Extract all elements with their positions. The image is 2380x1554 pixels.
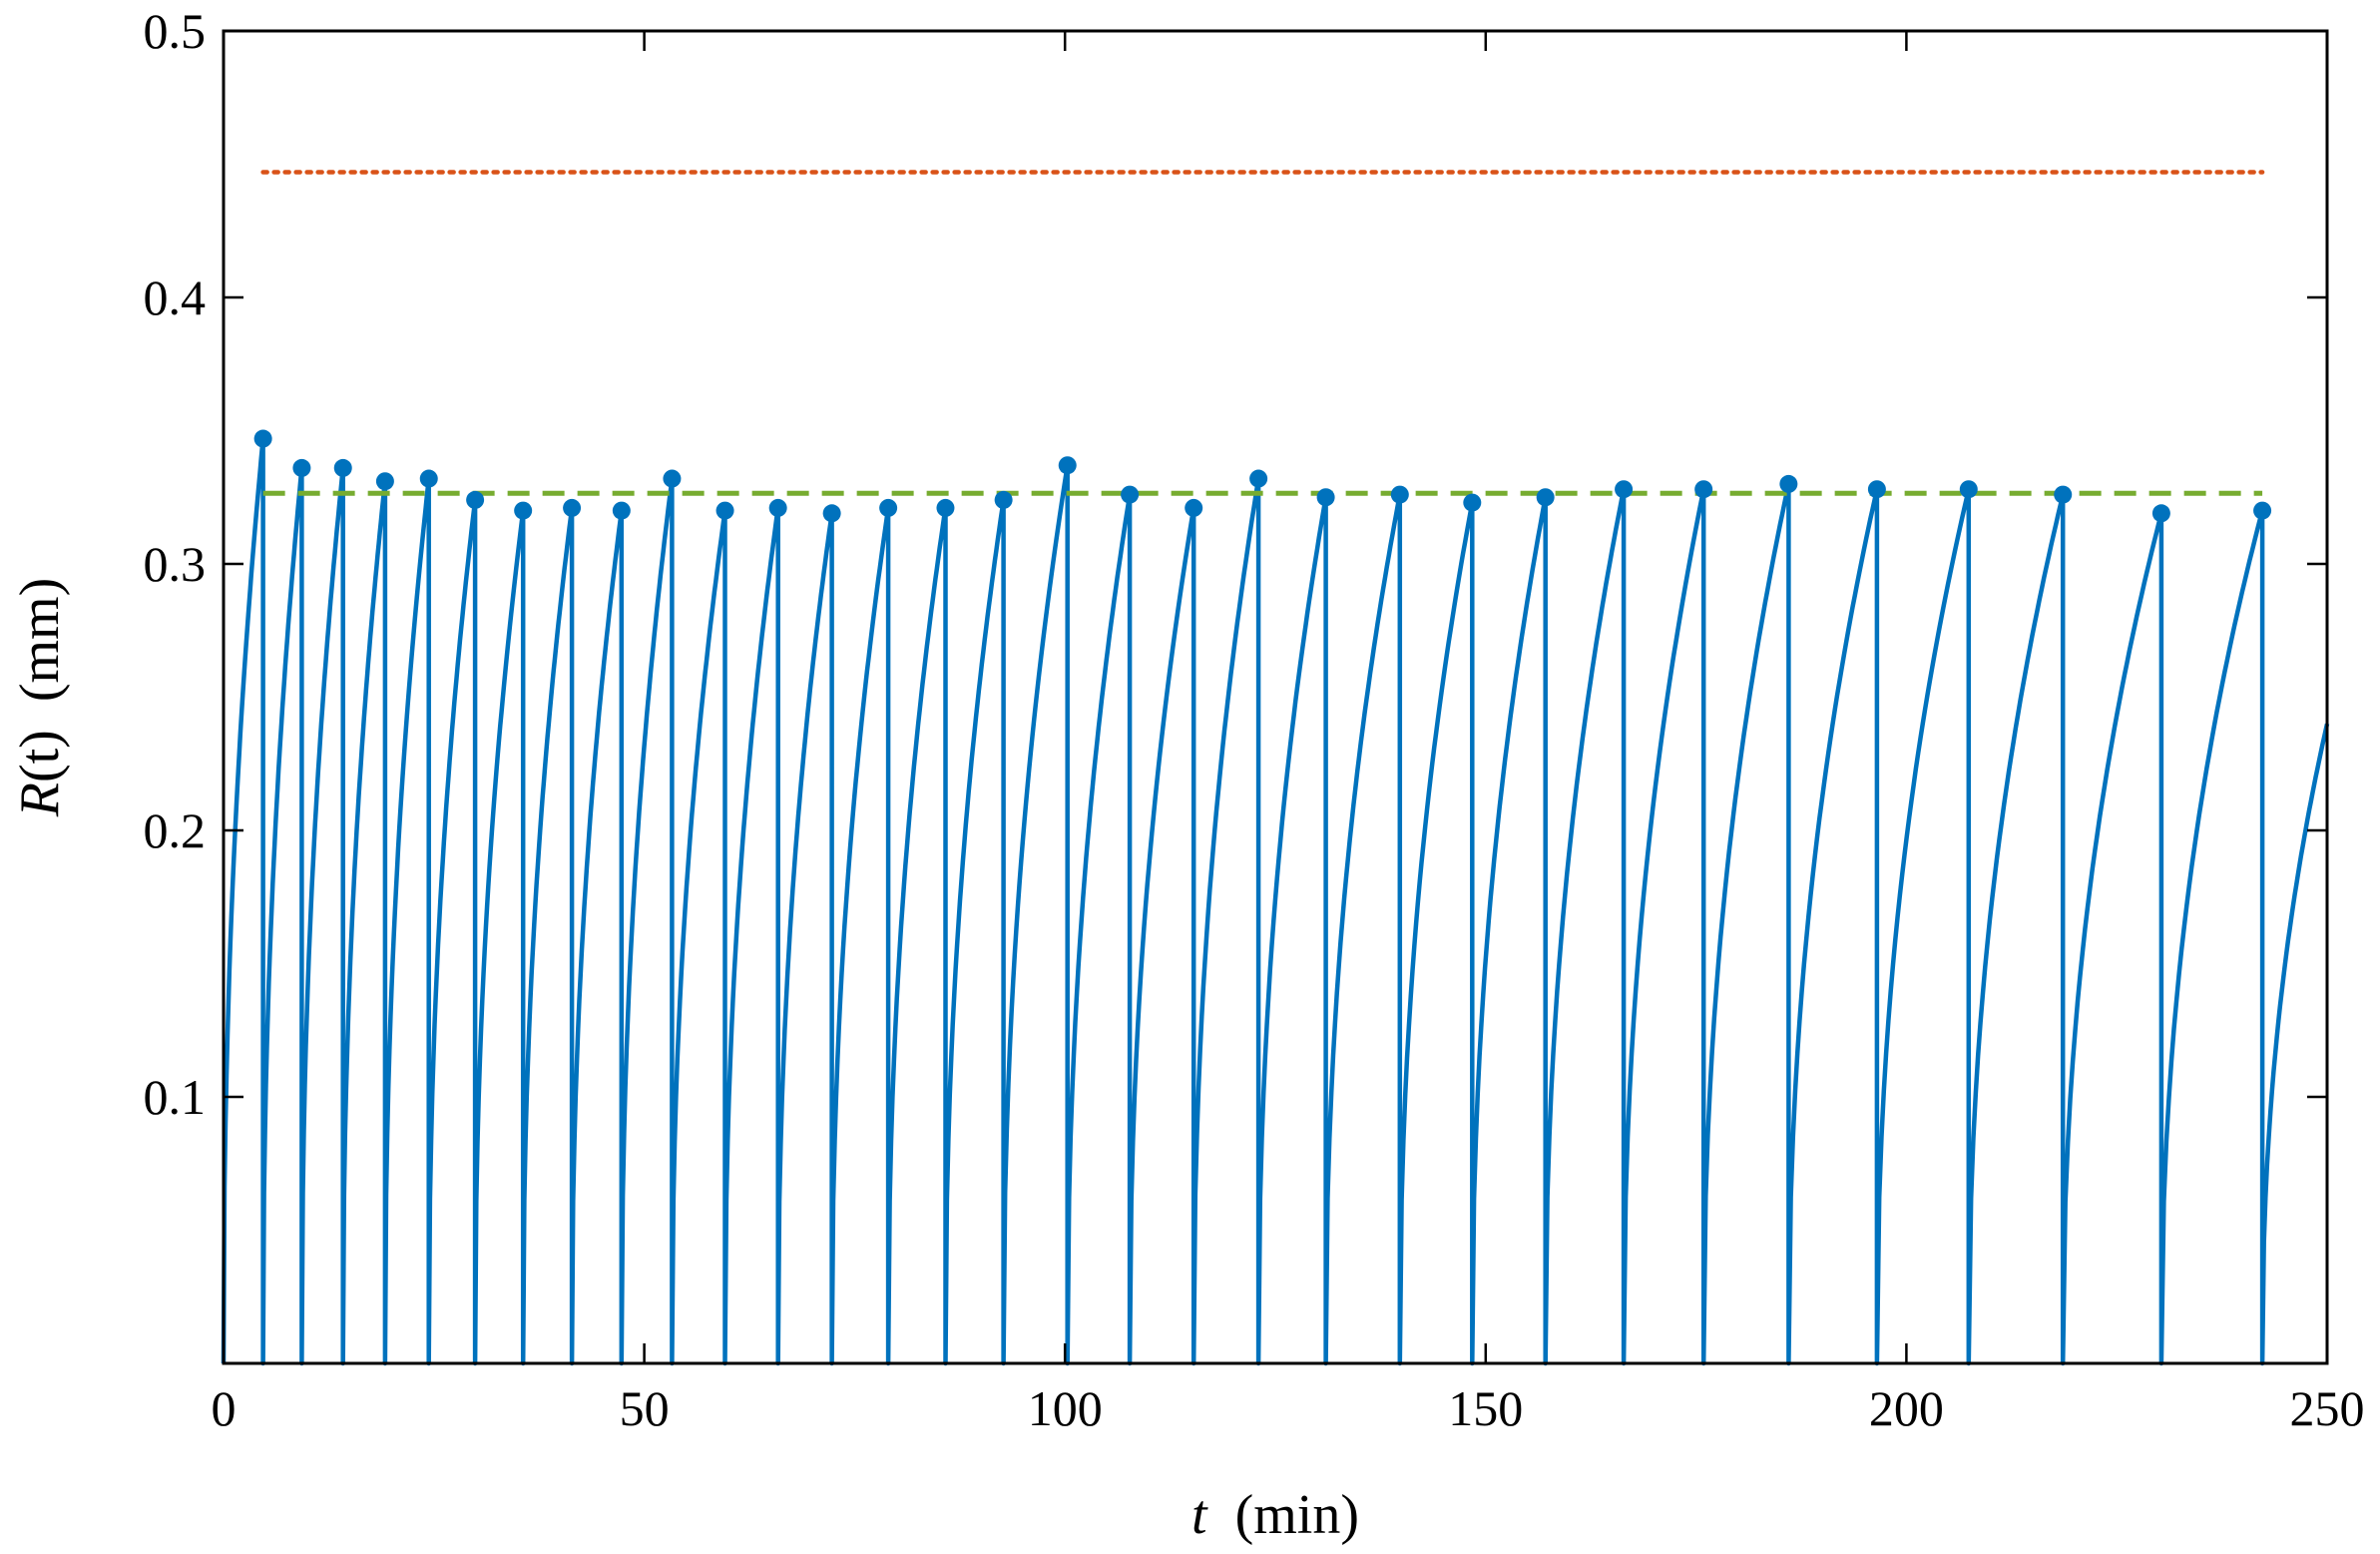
x-tick-label: 100 [1028, 1380, 1103, 1436]
peak-marker [514, 501, 533, 520]
x-axis-unit: (min) [1235, 1484, 1359, 1546]
peak-marker [768, 498, 787, 517]
peak-marker [994, 490, 1013, 509]
peak-marker [466, 490, 485, 509]
peak-marker [822, 504, 841, 523]
peak-marker [333, 458, 352, 477]
peak-marker [1390, 485, 1409, 504]
peak-marker [1316, 488, 1335, 507]
x-tick-labels: 0 50 100 150 200 250 [212, 1380, 2365, 1436]
peak-marker [292, 458, 311, 477]
axes-frame [222, 29, 2329, 1365]
peak-marker [1779, 474, 1798, 493]
x-axis-variable: t [1191, 1484, 1208, 1546]
peak-marker [375, 472, 394, 491]
peak-marker [879, 498, 898, 517]
y-axis-argument: (t) [9, 730, 71, 782]
peak-marker [1959, 480, 1978, 499]
x-tick-label: 50 [620, 1380, 670, 1436]
x-tick-label: 200 [1869, 1380, 1944, 1436]
peak-marker [1185, 498, 1203, 517]
y-axis-title: R(t) (mm) [9, 578, 71, 818]
peak-marker [419, 469, 438, 488]
y-tick-labels: 0.1 0.2 0.3 0.4 0.5 [144, 3, 207, 1125]
x-tick-label: 0 [212, 1380, 237, 1436]
peak-marker [2253, 501, 2272, 520]
axis-ticks [222, 29, 2329, 1363]
y-tick-label: 0.3 [144, 536, 207, 592]
x-tick-label: 150 [1448, 1380, 1523, 1436]
peak-marker [663, 469, 682, 488]
x-axis-title: t (min) [1191, 1484, 1359, 1546]
peak-marker [563, 498, 582, 517]
peak-marker [1694, 480, 1713, 499]
y-tick-label: 0.5 [144, 3, 207, 59]
peak-marker [1058, 456, 1077, 475]
peak-marker [2054, 485, 2073, 504]
y-tick-label: 0.4 [144, 269, 207, 325]
y-axis-variable: R [9, 782, 71, 817]
peak-marker [715, 501, 734, 520]
x-tick-label: 250 [2290, 1380, 2365, 1436]
peak-marker [1867, 480, 1886, 499]
peak-marker [1615, 480, 1634, 499]
peak-marker [1536, 488, 1555, 507]
peak-marker [253, 429, 272, 448]
plot-area [221, 170, 2330, 1366]
peak-marker [1463, 493, 1482, 512]
growth-curve [221, 436, 2330, 1366]
peak-marker [1121, 485, 1140, 504]
y-tick-label: 0.1 [144, 1069, 207, 1125]
peak-marker [612, 501, 631, 520]
peak-marker [2151, 504, 2170, 523]
peak-marker [1249, 469, 1268, 488]
y-tick-label: 0.2 [144, 802, 207, 858]
y-axis-unit: (mm) [9, 578, 71, 702]
peak-marker [936, 498, 955, 517]
